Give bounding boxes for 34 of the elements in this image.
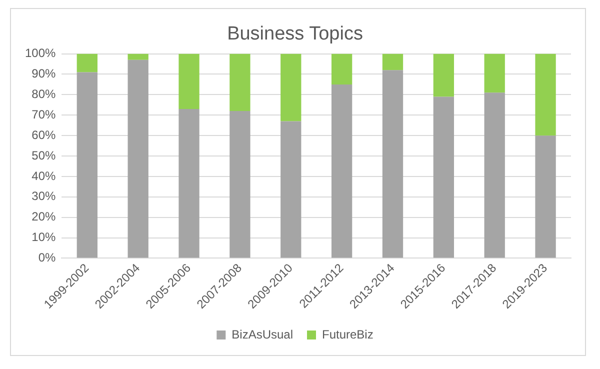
y-tick-label: 0% xyxy=(38,250,56,265)
bar xyxy=(331,54,352,84)
bar xyxy=(535,136,556,258)
legend-label: FutureBiz xyxy=(322,327,374,342)
bar xyxy=(484,54,505,93)
bar xyxy=(76,54,98,72)
bar xyxy=(484,92,505,258)
legend-label: BizAsUsual xyxy=(232,327,294,342)
bar xyxy=(433,54,454,97)
bar xyxy=(331,84,352,258)
chart-title: Business Topics xyxy=(227,24,363,45)
y-tick-label: 100% xyxy=(24,46,56,60)
bar xyxy=(230,111,250,258)
y-tick-label: 70% xyxy=(32,107,56,122)
y-tick-label: 10% xyxy=(32,230,56,244)
bar xyxy=(433,96,454,258)
bar xyxy=(128,60,148,258)
y-tick-label: 80% xyxy=(32,87,56,101)
bar xyxy=(280,121,302,258)
y-tick-label: 20% xyxy=(32,210,56,224)
y-tick-label: 90% xyxy=(32,66,56,81)
bar xyxy=(535,54,556,136)
bar xyxy=(128,54,148,60)
bar xyxy=(382,70,404,258)
bar xyxy=(76,72,98,258)
y-tick-label: 60% xyxy=(32,128,56,142)
bar xyxy=(230,54,250,112)
bar xyxy=(178,54,200,109)
y-tick-label: 40% xyxy=(32,168,56,183)
bar xyxy=(382,54,404,70)
y-tick-label: 50% xyxy=(32,148,56,162)
bar xyxy=(280,54,302,122)
y-tick-label: 30% xyxy=(32,189,56,204)
bar xyxy=(178,109,200,258)
